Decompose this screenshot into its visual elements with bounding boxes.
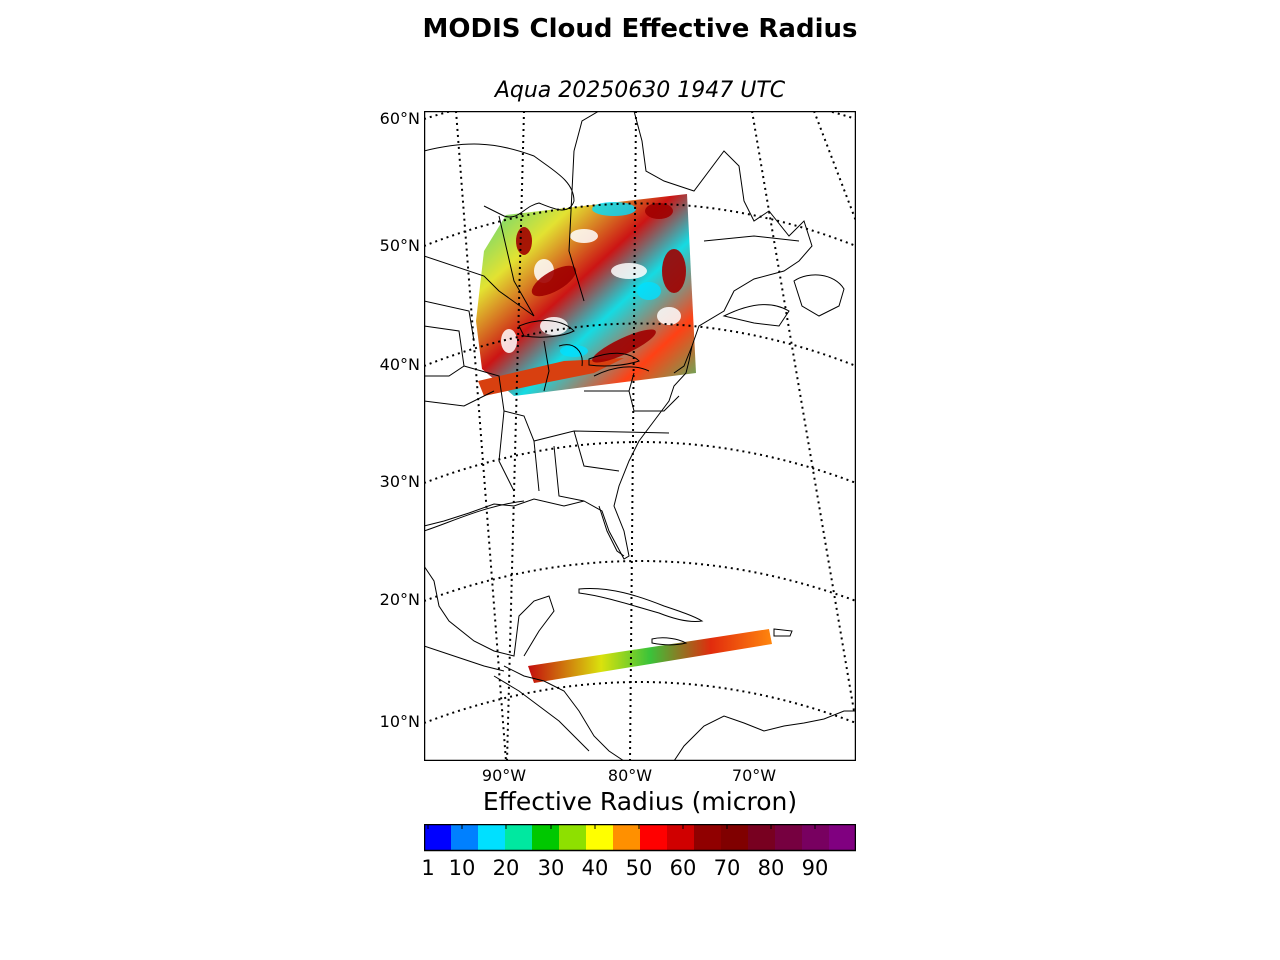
colorbar-cell xyxy=(829,824,856,851)
colorbar-tick-label: 10 xyxy=(448,856,476,880)
colorbar-tick-label: 40 xyxy=(581,856,609,880)
colorbar-cell xyxy=(586,824,614,851)
lat-label-40: 40°N xyxy=(379,355,420,374)
north-swath xyxy=(476,194,696,396)
colorbar-tick-label: 50 xyxy=(625,856,653,880)
map-frame xyxy=(424,111,856,761)
colorbar-cell xyxy=(802,824,830,851)
colorbar-cell xyxy=(451,824,479,851)
lon-label-90w: 90°W xyxy=(481,766,527,785)
colorbar-cell xyxy=(559,824,587,851)
map-panel xyxy=(424,111,856,761)
coastlines xyxy=(424,111,856,761)
colorbar xyxy=(424,824,856,852)
colorbar-tick-label: 1 xyxy=(421,856,435,880)
lat-label-30: 30°N xyxy=(379,472,420,491)
colorbar-cell xyxy=(694,824,722,851)
colorbar-tick-label: 20 xyxy=(492,856,520,880)
lon-label-80w: 80°W xyxy=(607,766,653,785)
south-swath xyxy=(528,629,772,683)
colorbar-cell xyxy=(640,824,668,851)
lat-label-20: 20°N xyxy=(379,590,420,609)
colorbar-label: Effective Radius (micron) xyxy=(482,787,798,816)
colorbar-tick-label: 90 xyxy=(801,856,829,880)
lat-label-60: 60°N xyxy=(379,109,420,128)
colorbar-cell xyxy=(775,824,803,851)
colorbar-cell xyxy=(613,824,641,851)
colorbar-cell xyxy=(721,824,749,851)
chart-title: MODIS Cloud Effective Radius xyxy=(422,14,858,44)
colorbar-cell xyxy=(667,824,695,851)
lat-label-50: 50°N xyxy=(379,236,420,255)
colorbar-cell xyxy=(532,824,560,851)
colorbar-tick-label: 30 xyxy=(537,856,565,880)
lat-label-10: 10°N xyxy=(379,712,420,731)
colorbar-cell xyxy=(505,824,533,851)
lon-label-70w: 70°W xyxy=(731,766,777,785)
chart-subtitle: Aqua 20250630 1947 UTC xyxy=(494,78,786,103)
graticule xyxy=(424,111,856,761)
colorbar-cell xyxy=(424,824,452,851)
colorbar-tick-label: 80 xyxy=(757,856,785,880)
colorbar-tick-label: 70 xyxy=(713,856,741,880)
colorbar-tick-label: 60 xyxy=(669,856,697,880)
colorbar-cell xyxy=(478,824,506,851)
